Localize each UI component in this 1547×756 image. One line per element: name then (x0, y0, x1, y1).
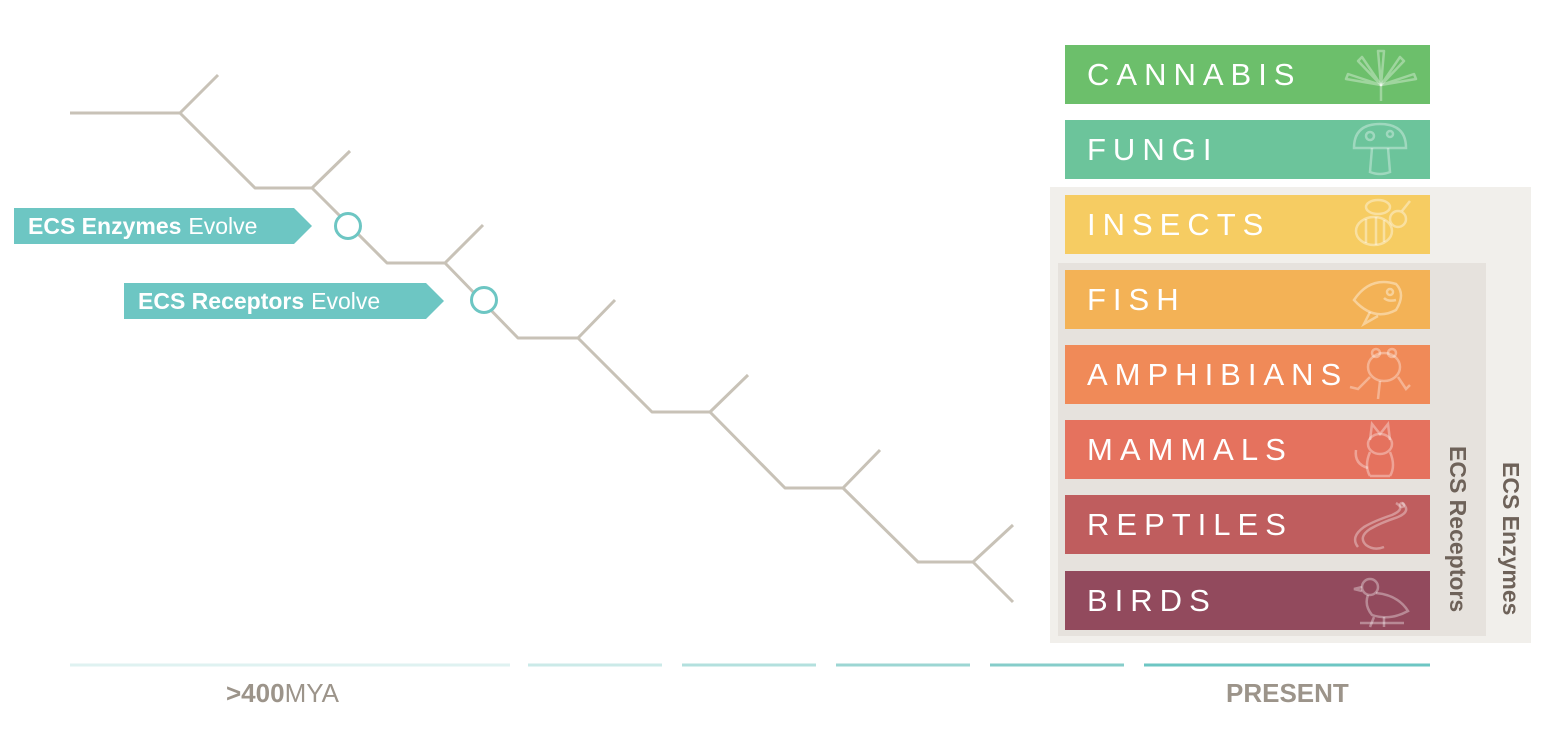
taxon-insects: INSECTS (1065, 195, 1430, 254)
tree-branch (443, 223, 485, 265)
taxon-label: BIRDS (1087, 582, 1217, 618)
tree-branch (443, 261, 578, 340)
ecs-enzymes-bracket-label: ECS Enzymes (1498, 462, 1524, 616)
fish-icon (1340, 270, 1422, 329)
enzymes-marker-bold: ECS Enzymes (28, 212, 182, 239)
tree-branch (971, 560, 1015, 604)
taxon-cannabis: CANNABIS (1065, 45, 1430, 104)
frog-icon (1340, 345, 1422, 404)
ecs-receptors-evolve-marker: ECS Receptors Evolve (124, 283, 444, 319)
ecs-enzymes-evolve-marker: ECS Enzymes Evolve (14, 208, 312, 244)
tree-branch (841, 448, 882, 490)
receptors-marker-bold: ECS Receptors (138, 287, 305, 314)
taxon-label: CANNABIS (1087, 56, 1302, 92)
tree-branch (841, 486, 973, 564)
taxon-label: REPTILES (1087, 506, 1293, 542)
cannabis-leaf-icon (1340, 45, 1422, 104)
taxon-birds: BIRDS (1065, 571, 1430, 630)
bird-icon (1340, 571, 1422, 630)
timeline-start-label: >400MYA (226, 678, 339, 709)
taxon-label: FUNGI (1087, 131, 1219, 167)
timeline-end-label: PRESENT (1226, 678, 1349, 708)
taxon-reptiles: REPTILES (1065, 495, 1430, 554)
taxon-fungi: FUNGI (1065, 120, 1430, 179)
tree-branch (310, 186, 445, 265)
tree-branch (310, 149, 352, 190)
receptors-evolve-node-marker (470, 286, 498, 314)
tree-branch (178, 73, 220, 115)
timeline-start-unit: MYA (284, 678, 339, 708)
cat-icon (1340, 420, 1422, 479)
taxon-label: INSECTS (1087, 206, 1271, 242)
timeline-start-value: >400 (226, 678, 285, 708)
tree-branch (971, 523, 1015, 564)
tree-branch (576, 298, 617, 340)
mushroom-icon (1340, 120, 1422, 179)
taxon-mammals: MAMMALS (1065, 420, 1430, 479)
tree-branch (708, 410, 843, 490)
tree-branch (708, 373, 750, 414)
taxon-label: AMPHIBIANS (1087, 356, 1349, 392)
taxon-label: MAMMALS (1087, 431, 1293, 467)
enzymes-marker-light: Evolve (188, 212, 258, 239)
ecs-receptors-bracket-label: ECS Receptors (1445, 446, 1471, 613)
snake-icon (1340, 495, 1422, 554)
enzymes-evolve-node-marker (334, 212, 362, 240)
taxon-amphibians: AMPHIBIANS (1065, 345, 1430, 404)
tree-branch (576, 336, 710, 414)
receptors-marker-light: Evolve (311, 287, 381, 314)
taxon-label: FISH (1087, 281, 1186, 317)
bee-icon (1340, 195, 1422, 254)
tree-branch (178, 111, 312, 190)
taxon-fish: FISH (1065, 270, 1430, 329)
